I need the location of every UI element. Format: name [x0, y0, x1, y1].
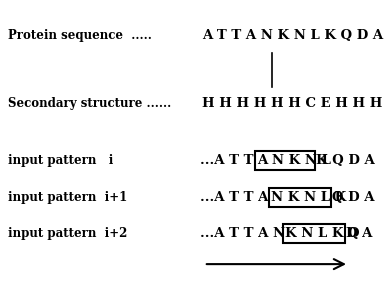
Text: A N K N L: A N K N L: [257, 154, 331, 167]
Text: input pattern  i+2: input pattern i+2: [8, 227, 127, 240]
Text: input pattern   i: input pattern i: [8, 154, 113, 167]
Text: Secondary structure ......: Secondary structure ......: [8, 97, 171, 110]
Text: ...A T T: ...A T T: [200, 154, 253, 167]
Text: ...A T T A N: ...A T T A N: [200, 227, 285, 240]
Text: K Q D A: K Q D A: [316, 154, 374, 167]
Text: Q D A: Q D A: [332, 191, 374, 204]
Text: ...A T T A: ...A T T A: [200, 191, 268, 204]
Text: A T T A N K N L K Q D A: A T T A N K N L K Q D A: [202, 29, 383, 42]
Text: H H H H H H C E H H H: H H H H H H C E H H H: [202, 97, 382, 110]
Text: input pattern  i+1: input pattern i+1: [8, 191, 127, 204]
Text: D A: D A: [346, 227, 372, 240]
Text: Protein sequence  .....: Protein sequence .....: [8, 29, 152, 42]
Text: K N L K Q: K N L K Q: [285, 227, 359, 240]
Text: N K N L K: N K N L K: [271, 191, 346, 204]
